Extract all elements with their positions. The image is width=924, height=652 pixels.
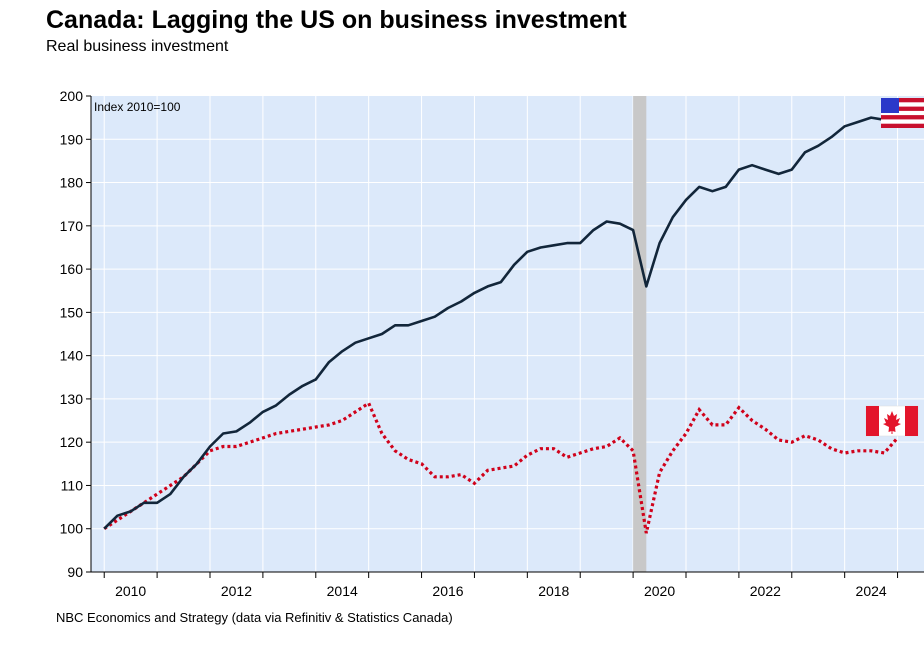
index-annotation: Index 2010=100 xyxy=(94,100,181,114)
source-note: NBC Economics and Strategy (data via Ref… xyxy=(56,610,453,625)
plot-area xyxy=(91,96,924,572)
y-tick-label: 130 xyxy=(60,391,84,407)
x-tick-label: 2018 xyxy=(538,583,569,599)
x-tick-label: 2012 xyxy=(221,583,252,599)
y-tick-label: 180 xyxy=(60,175,84,191)
series-line-canada xyxy=(103,400,899,534)
x-tick-label: 2022 xyxy=(750,583,781,599)
y-tick-label: 190 xyxy=(60,131,84,147)
y-tick-label: 200 xyxy=(60,88,84,104)
x-tick-label: 2024 xyxy=(856,583,887,599)
vertical-gridlines xyxy=(103,96,899,572)
y-tick-label: 170 xyxy=(60,218,84,234)
page-subtitle: Real business investment xyxy=(46,38,229,55)
y-tick-label: 120 xyxy=(60,434,84,450)
x-tick-label: 2014 xyxy=(327,583,358,599)
horizontal-gridlines xyxy=(91,138,924,530)
y-tick-label: 100 xyxy=(60,521,84,537)
recession-band xyxy=(633,96,647,572)
x-tick-label: 2010 xyxy=(115,583,146,599)
x-axis-ticks: 2010 2012 2014 2016 2018 2020 2022 2024 xyxy=(103,572,899,599)
series-line-us xyxy=(103,116,898,530)
y-tick-label: 140 xyxy=(60,348,84,364)
y-tick-label: 150 xyxy=(60,304,84,320)
y-axis-ticks: 90 100 110 120 130 140 150 160 170 180 190 200 xyxy=(60,88,91,580)
axes xyxy=(90,96,924,573)
canada-flag-icon xyxy=(865,405,919,437)
y-tick-label: 90 xyxy=(67,564,83,580)
us-flag-icon xyxy=(881,98,924,128)
x-tick-label: 2016 xyxy=(432,583,463,599)
page-title: Canada: Lagging the US on business inves… xyxy=(46,6,627,34)
y-tick-label: 110 xyxy=(61,477,84,493)
x-tick-label: 2020 xyxy=(644,583,675,599)
y-tick-label: 160 xyxy=(60,261,84,277)
